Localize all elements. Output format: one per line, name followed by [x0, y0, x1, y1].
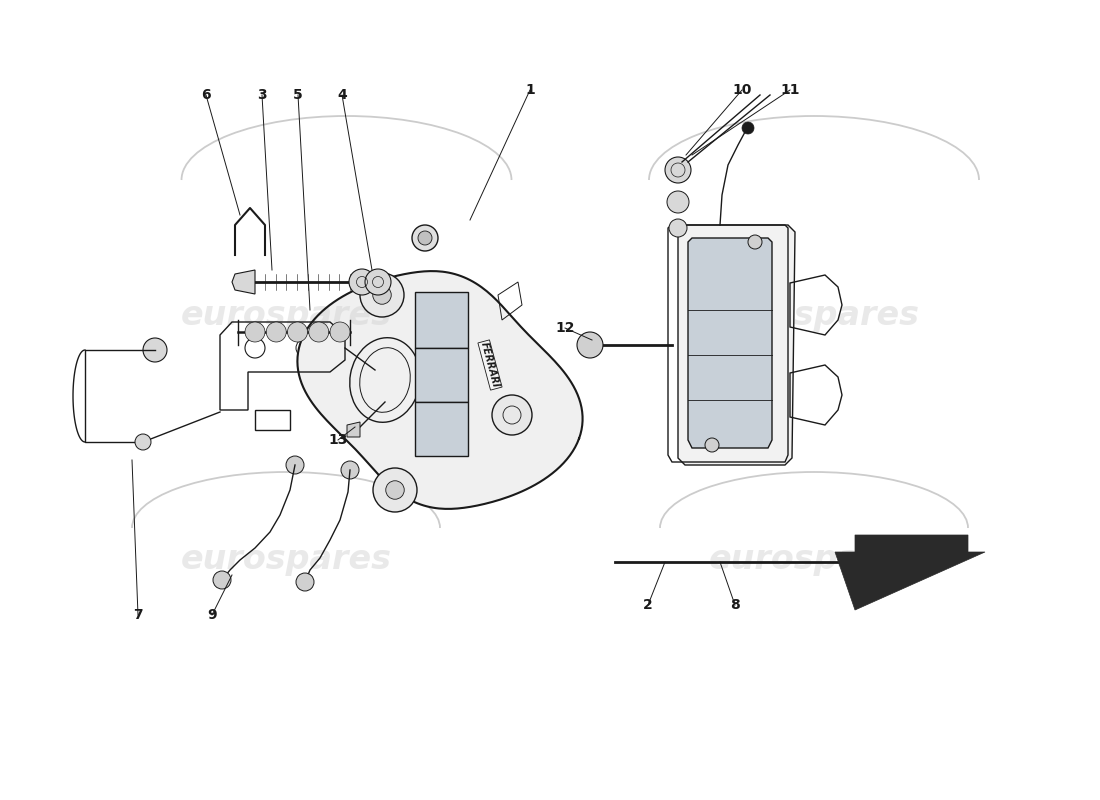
Circle shape: [666, 157, 691, 183]
Text: eurospares: eurospares: [180, 299, 392, 333]
Circle shape: [360, 273, 404, 317]
Circle shape: [748, 235, 762, 249]
Circle shape: [373, 468, 417, 512]
Circle shape: [245, 322, 265, 342]
Circle shape: [667, 191, 689, 213]
Text: 2: 2: [644, 598, 653, 612]
Text: 1: 1: [525, 83, 535, 97]
Circle shape: [143, 338, 167, 362]
Text: 3: 3: [257, 88, 267, 102]
Polygon shape: [678, 225, 795, 465]
Circle shape: [418, 231, 432, 245]
Text: 6: 6: [201, 88, 211, 102]
Circle shape: [492, 395, 532, 435]
Polygon shape: [415, 292, 468, 348]
Text: FERRARI: FERRARI: [480, 341, 501, 389]
Polygon shape: [688, 238, 772, 448]
Circle shape: [349, 269, 375, 295]
Text: 5: 5: [293, 88, 303, 102]
Text: 9: 9: [207, 608, 217, 622]
Circle shape: [330, 322, 350, 342]
Text: eurospares: eurospares: [180, 543, 392, 577]
Circle shape: [578, 332, 603, 358]
Circle shape: [365, 269, 390, 295]
Text: 11: 11: [780, 83, 800, 97]
Circle shape: [341, 461, 359, 479]
Circle shape: [287, 322, 308, 342]
Circle shape: [286, 456, 304, 474]
Text: 4: 4: [337, 88, 346, 102]
Circle shape: [669, 219, 688, 237]
Text: eurospares: eurospares: [708, 299, 920, 333]
Polygon shape: [346, 422, 360, 437]
Polygon shape: [232, 270, 255, 294]
Circle shape: [213, 571, 231, 589]
Circle shape: [386, 481, 404, 499]
Polygon shape: [297, 271, 583, 509]
Circle shape: [296, 573, 314, 591]
Circle shape: [705, 438, 719, 452]
Text: 13: 13: [328, 433, 348, 447]
Polygon shape: [415, 348, 468, 402]
Text: eurospares: eurospares: [708, 543, 920, 577]
Text: 8: 8: [730, 598, 740, 612]
Polygon shape: [415, 402, 468, 456]
Circle shape: [309, 322, 329, 342]
Circle shape: [373, 286, 392, 304]
Circle shape: [266, 322, 286, 342]
Text: 10: 10: [733, 83, 751, 97]
Text: 12: 12: [556, 321, 574, 335]
Text: 7: 7: [133, 608, 143, 622]
Circle shape: [135, 434, 151, 450]
Circle shape: [412, 225, 438, 251]
Polygon shape: [835, 535, 984, 610]
Circle shape: [742, 122, 754, 134]
